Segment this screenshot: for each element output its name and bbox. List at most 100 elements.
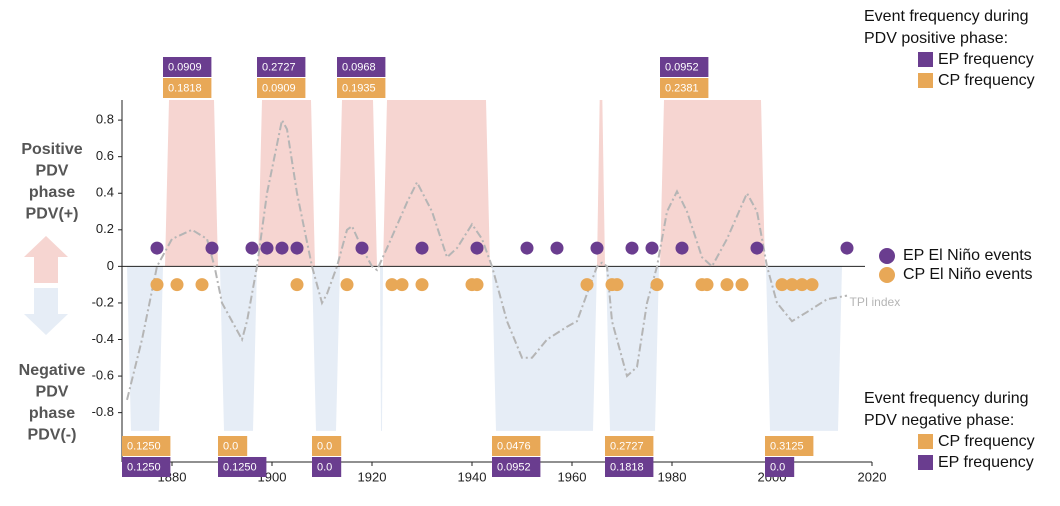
- legend-label: CP El Niño events: [903, 266, 1033, 283]
- negative-arrow: [24, 288, 68, 335]
- phase-label: PDV(-): [28, 427, 77, 444]
- frequency-label: 0.1250: [127, 440, 161, 452]
- frequency-box: [337, 57, 386, 77]
- y-tick-label: 0.2: [96, 221, 114, 236]
- event-dot: [520, 241, 534, 255]
- y-tick-label: -0.6: [92, 368, 114, 383]
- negative_phase-region: [220, 266, 257, 431]
- event-dot: [470, 278, 484, 292]
- phase-label: phase: [29, 184, 75, 201]
- frequency-box: [218, 436, 248, 456]
- frequency-title: Event frequency during: [864, 390, 1029, 407]
- phase-label: Positive: [21, 141, 82, 158]
- frequency-label: 0.1250: [127, 461, 161, 473]
- frequency-title: PDV negative phase:: [864, 412, 1014, 429]
- frequency-label: 0.1250: [223, 461, 257, 473]
- y-tick-label: -0.2: [92, 294, 114, 309]
- x-tick-label: 2020: [858, 469, 887, 484]
- event-dot: [195, 278, 209, 292]
- series-label: TPI index: [850, 295, 901, 309]
- frequency-box: [257, 78, 306, 98]
- frequency-label: 0.0476: [497, 440, 531, 452]
- frequency-box: [337, 78, 386, 98]
- event-dot: [645, 241, 659, 255]
- y-tick-label: 0.4: [96, 185, 114, 200]
- frequency-box: [492, 436, 541, 456]
- event-dot: [735, 278, 749, 292]
- event-dot: [340, 278, 354, 292]
- event-dot: [785, 278, 799, 292]
- legend-label: CP frequency: [938, 72, 1035, 89]
- positive-arrow: [24, 236, 68, 283]
- frequency-label: 0.1935: [342, 82, 376, 94]
- frequency-label: 0.2727: [262, 61, 296, 73]
- y-tick-label: 0.6: [96, 148, 114, 163]
- event-dot: [720, 278, 734, 292]
- y-tick-label: 0: [107, 258, 114, 273]
- frequency-title: PDV positive phase:: [864, 30, 1008, 47]
- x-tick-label: 1920: [358, 469, 387, 484]
- tpi-line: [126, 117, 848, 401]
- frequency-label: 0.0: [317, 440, 332, 452]
- frequency-label: 0.0909: [262, 82, 296, 94]
- frequency-label: 0.0968: [342, 61, 376, 73]
- event-dot: [775, 278, 789, 292]
- event-dot: [625, 241, 639, 255]
- frequency-box: [765, 436, 814, 456]
- event-dot: [395, 278, 409, 292]
- event-dot: [610, 278, 624, 292]
- event-dot: [290, 278, 304, 292]
- frequency-label: 0.0: [223, 440, 238, 452]
- phase-label: PDV: [36, 163, 69, 180]
- event-dot: [150, 241, 164, 255]
- event-dot: [470, 241, 484, 255]
- frequency-box: [492, 457, 541, 477]
- positive_phase-region: [258, 100, 315, 267]
- phase-label: PDV(+): [26, 206, 79, 223]
- positive_phase-region: [165, 100, 218, 267]
- event-dot: [170, 278, 184, 292]
- legend-swatch: [918, 455, 933, 470]
- frequency-title: Event frequency during: [864, 8, 1029, 25]
- frequency-box: [312, 457, 342, 477]
- event-dot: [260, 241, 274, 255]
- frequency-box: [605, 457, 654, 477]
- frequency-box: [605, 436, 654, 456]
- frequency-label: 0.0952: [665, 61, 699, 73]
- frequency-box: [163, 57, 212, 77]
- frequency-box: [660, 78, 709, 98]
- frequency-box: [163, 78, 212, 98]
- event-dot: [700, 278, 714, 292]
- negative_phase-region: [492, 266, 597, 431]
- positive_phase-region: [338, 100, 377, 267]
- positive_phase-region: [660, 100, 765, 267]
- positive_phase-region: [383, 100, 490, 267]
- frequency-label: 0.3125: [770, 440, 804, 452]
- negative_phase-region: [127, 266, 163, 431]
- frequency-label: 0.0952: [497, 461, 531, 473]
- frequency-label: 0.1818: [610, 461, 644, 473]
- event-dot: [355, 241, 369, 255]
- negative_phase-region: [380, 266, 383, 431]
- event-dot: [245, 241, 259, 255]
- x-tick-label: 1960: [558, 469, 587, 484]
- event-dot: [580, 278, 594, 292]
- frequency-label: 0.1818: [168, 82, 202, 94]
- phase-label: PDV: [36, 384, 69, 401]
- positive_phase-region: [597, 100, 605, 267]
- x-tick-label: 1940: [458, 469, 487, 484]
- frequency-label: 0.0: [770, 461, 785, 473]
- event-dot: [750, 241, 764, 255]
- y-tick-label: 0.8: [96, 112, 114, 127]
- frequency-label: 0.0: [317, 461, 332, 473]
- y-tick-label: -0.4: [92, 331, 114, 346]
- x-tick-label: 1980: [658, 469, 687, 484]
- legend-label: EP frequency: [938, 51, 1034, 68]
- frequency-label: 0.2727: [610, 440, 644, 452]
- event-dot: [275, 241, 289, 255]
- legend-label: EP frequency: [938, 454, 1034, 471]
- frequency-label: 0.2381: [665, 82, 699, 94]
- legend-swatch: [918, 52, 933, 67]
- frequency-box: [218, 457, 267, 477]
